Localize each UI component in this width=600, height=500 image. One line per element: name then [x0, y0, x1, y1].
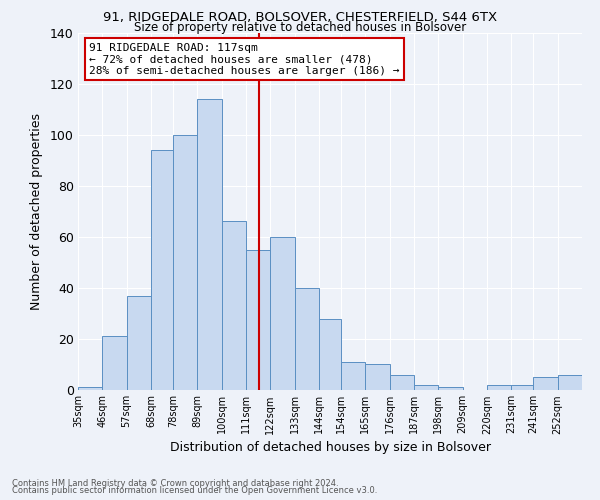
Bar	[341, 362, 365, 390]
Text: Contains public sector information licensed under the Open Government Licence v3: Contains public sector information licen…	[12, 486, 377, 495]
Text: 91, RIDGEDALE ROAD, BOLSOVER, CHESTERFIELD, S44 6TX: 91, RIDGEDALE ROAD, BOLSOVER, CHESTERFIE…	[103, 11, 497, 24]
Bar	[173, 134, 197, 390]
Text: Size of property relative to detached houses in Bolsover: Size of property relative to detached ho…	[134, 22, 466, 35]
Bar	[78, 388, 103, 390]
Y-axis label: Number of detached properties: Number of detached properties	[30, 113, 43, 310]
Bar	[103, 336, 127, 390]
Bar	[271, 237, 295, 390]
Bar	[389, 374, 414, 390]
Bar	[151, 150, 173, 390]
Bar	[295, 288, 319, 390]
Bar	[487, 385, 511, 390]
Bar	[221, 222, 246, 390]
Bar	[533, 377, 557, 390]
Bar	[414, 385, 439, 390]
Bar	[197, 99, 221, 390]
Bar	[127, 296, 151, 390]
Bar	[439, 388, 463, 390]
Text: Contains HM Land Registry data © Crown copyright and database right 2024.: Contains HM Land Registry data © Crown c…	[12, 478, 338, 488]
Text: 91 RIDGEDALE ROAD: 117sqm
← 72% of detached houses are smaller (478)
28% of semi: 91 RIDGEDALE ROAD: 117sqm ← 72% of detac…	[89, 42, 400, 76]
Bar	[319, 318, 341, 390]
X-axis label: Distribution of detached houses by size in Bolsover: Distribution of detached houses by size …	[170, 440, 491, 454]
Bar	[557, 374, 582, 390]
Bar	[246, 250, 271, 390]
Bar	[511, 385, 533, 390]
Bar	[365, 364, 389, 390]
